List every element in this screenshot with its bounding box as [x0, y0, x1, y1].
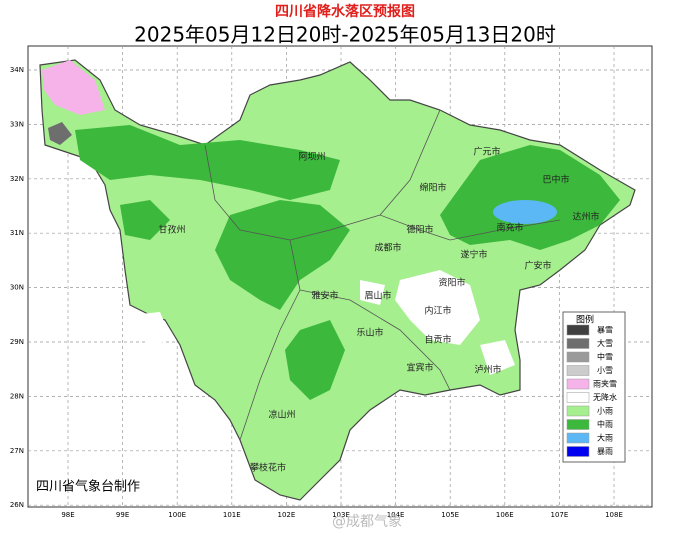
legend-label: 中雪	[597, 352, 613, 362]
city-label: 阿坝州	[298, 152, 325, 163]
legend-swatch	[566, 365, 590, 376]
legend-label: 大雪	[597, 338, 613, 348]
no-rain-areas	[130, 270, 515, 375]
city-labels: 阿坝州 甘孜州 绵阳市 广元市 巴中市 达州市 南充市 德阳市 成都市 遂宁市 …	[158, 146, 599, 474]
city-borders	[204, 109, 561, 441]
watermark: @成都气象	[332, 514, 402, 530]
city-label: 甘孜州	[158, 224, 185, 236]
subtitle: 2025年05月12日20时-2025年05月13日20时	[134, 23, 556, 47]
city-label: 达州市	[572, 211, 599, 223]
lat-label: 27N	[10, 447, 24, 455]
lon-label: 98E	[61, 511, 74, 519]
legend-label: 小雨	[597, 407, 613, 416]
legend-swatch	[566, 419, 590, 430]
lat-label: 26N	[10, 501, 24, 509]
lat-label: 32N	[10, 175, 24, 183]
city-label: 泸州市	[474, 364, 501, 376]
lon-label: 108E	[605, 511, 623, 519]
city-label: 成都市	[374, 242, 401, 254]
city-label: 雅安市	[311, 290, 338, 302]
city-label: 自贡市	[424, 334, 451, 346]
lon-label: 101E	[223, 511, 241, 519]
legend-label: 小雪	[597, 366, 613, 375]
sleet-area	[42, 60, 105, 115]
city-label: 宜宾市	[406, 362, 433, 374]
lon-label: 99E	[116, 511, 129, 519]
lat-label: 30N	[10, 284, 24, 292]
legend-label: 中雨	[597, 419, 613, 429]
city-label: 眉山市	[364, 290, 391, 302]
city-label: 乐山市	[356, 327, 383, 339]
legend-swatch	[566, 351, 590, 363]
lon-label: 103E	[332, 511, 350, 519]
legend-label: 大雨	[597, 433, 613, 443]
title: 四川省降水落区预报图	[275, 3, 415, 20]
credit: 四川省气象台制作	[36, 479, 140, 495]
lat-label: 29N	[10, 338, 24, 346]
lon-label: 104E	[387, 511, 405, 519]
legend-label: 无降水	[593, 392, 617, 402]
city-label: 内江市	[424, 305, 451, 317]
heavy-rain-area	[493, 200, 557, 224]
legend-swatch	[566, 338, 590, 349]
lat-label: 33N	[10, 120, 24, 128]
legend-swatch	[566, 446, 590, 457]
lon-label: 106E	[496, 511, 514, 519]
legend-swatch	[566, 405, 590, 417]
city-label: 遂宁市	[460, 249, 487, 261]
legend-label: 雨夹雪	[593, 379, 617, 389]
city-label: 攀枝花市	[250, 462, 286, 474]
snow-area	[48, 122, 72, 145]
city-label: 资阳市	[438, 277, 465, 289]
city-label: 广安市	[524, 260, 551, 272]
lat-label: 28N	[10, 392, 24, 400]
lon-label: 102E	[278, 511, 296, 519]
legend-label: 暴雨	[597, 447, 613, 456]
lon-label: 100E	[168, 511, 186, 519]
map-shapes	[39, 59, 636, 501]
city-label: 巴中市	[542, 174, 569, 186]
city-label: 凉山州	[268, 409, 295, 421]
legend-title: 图例	[576, 314, 594, 326]
lon-label: 105E	[441, 511, 459, 519]
city-label: 南充市	[496, 222, 523, 234]
city-label: 德阳市	[406, 224, 433, 236]
legend-swatch	[566, 378, 590, 390]
legend-swatch	[566, 432, 590, 444]
moderate-rain-areas	[75, 125, 620, 400]
city-label: 广元市	[473, 146, 500, 158]
legend-swatch	[566, 392, 590, 403]
city-label: 绵阳市	[419, 182, 446, 194]
legend-label: 暴雪	[597, 326, 613, 335]
lon-label: 107E	[551, 511, 569, 519]
lat-label: 34N	[10, 66, 24, 74]
lat-label: 31N	[10, 229, 24, 237]
legend-swatch	[566, 324, 590, 336]
